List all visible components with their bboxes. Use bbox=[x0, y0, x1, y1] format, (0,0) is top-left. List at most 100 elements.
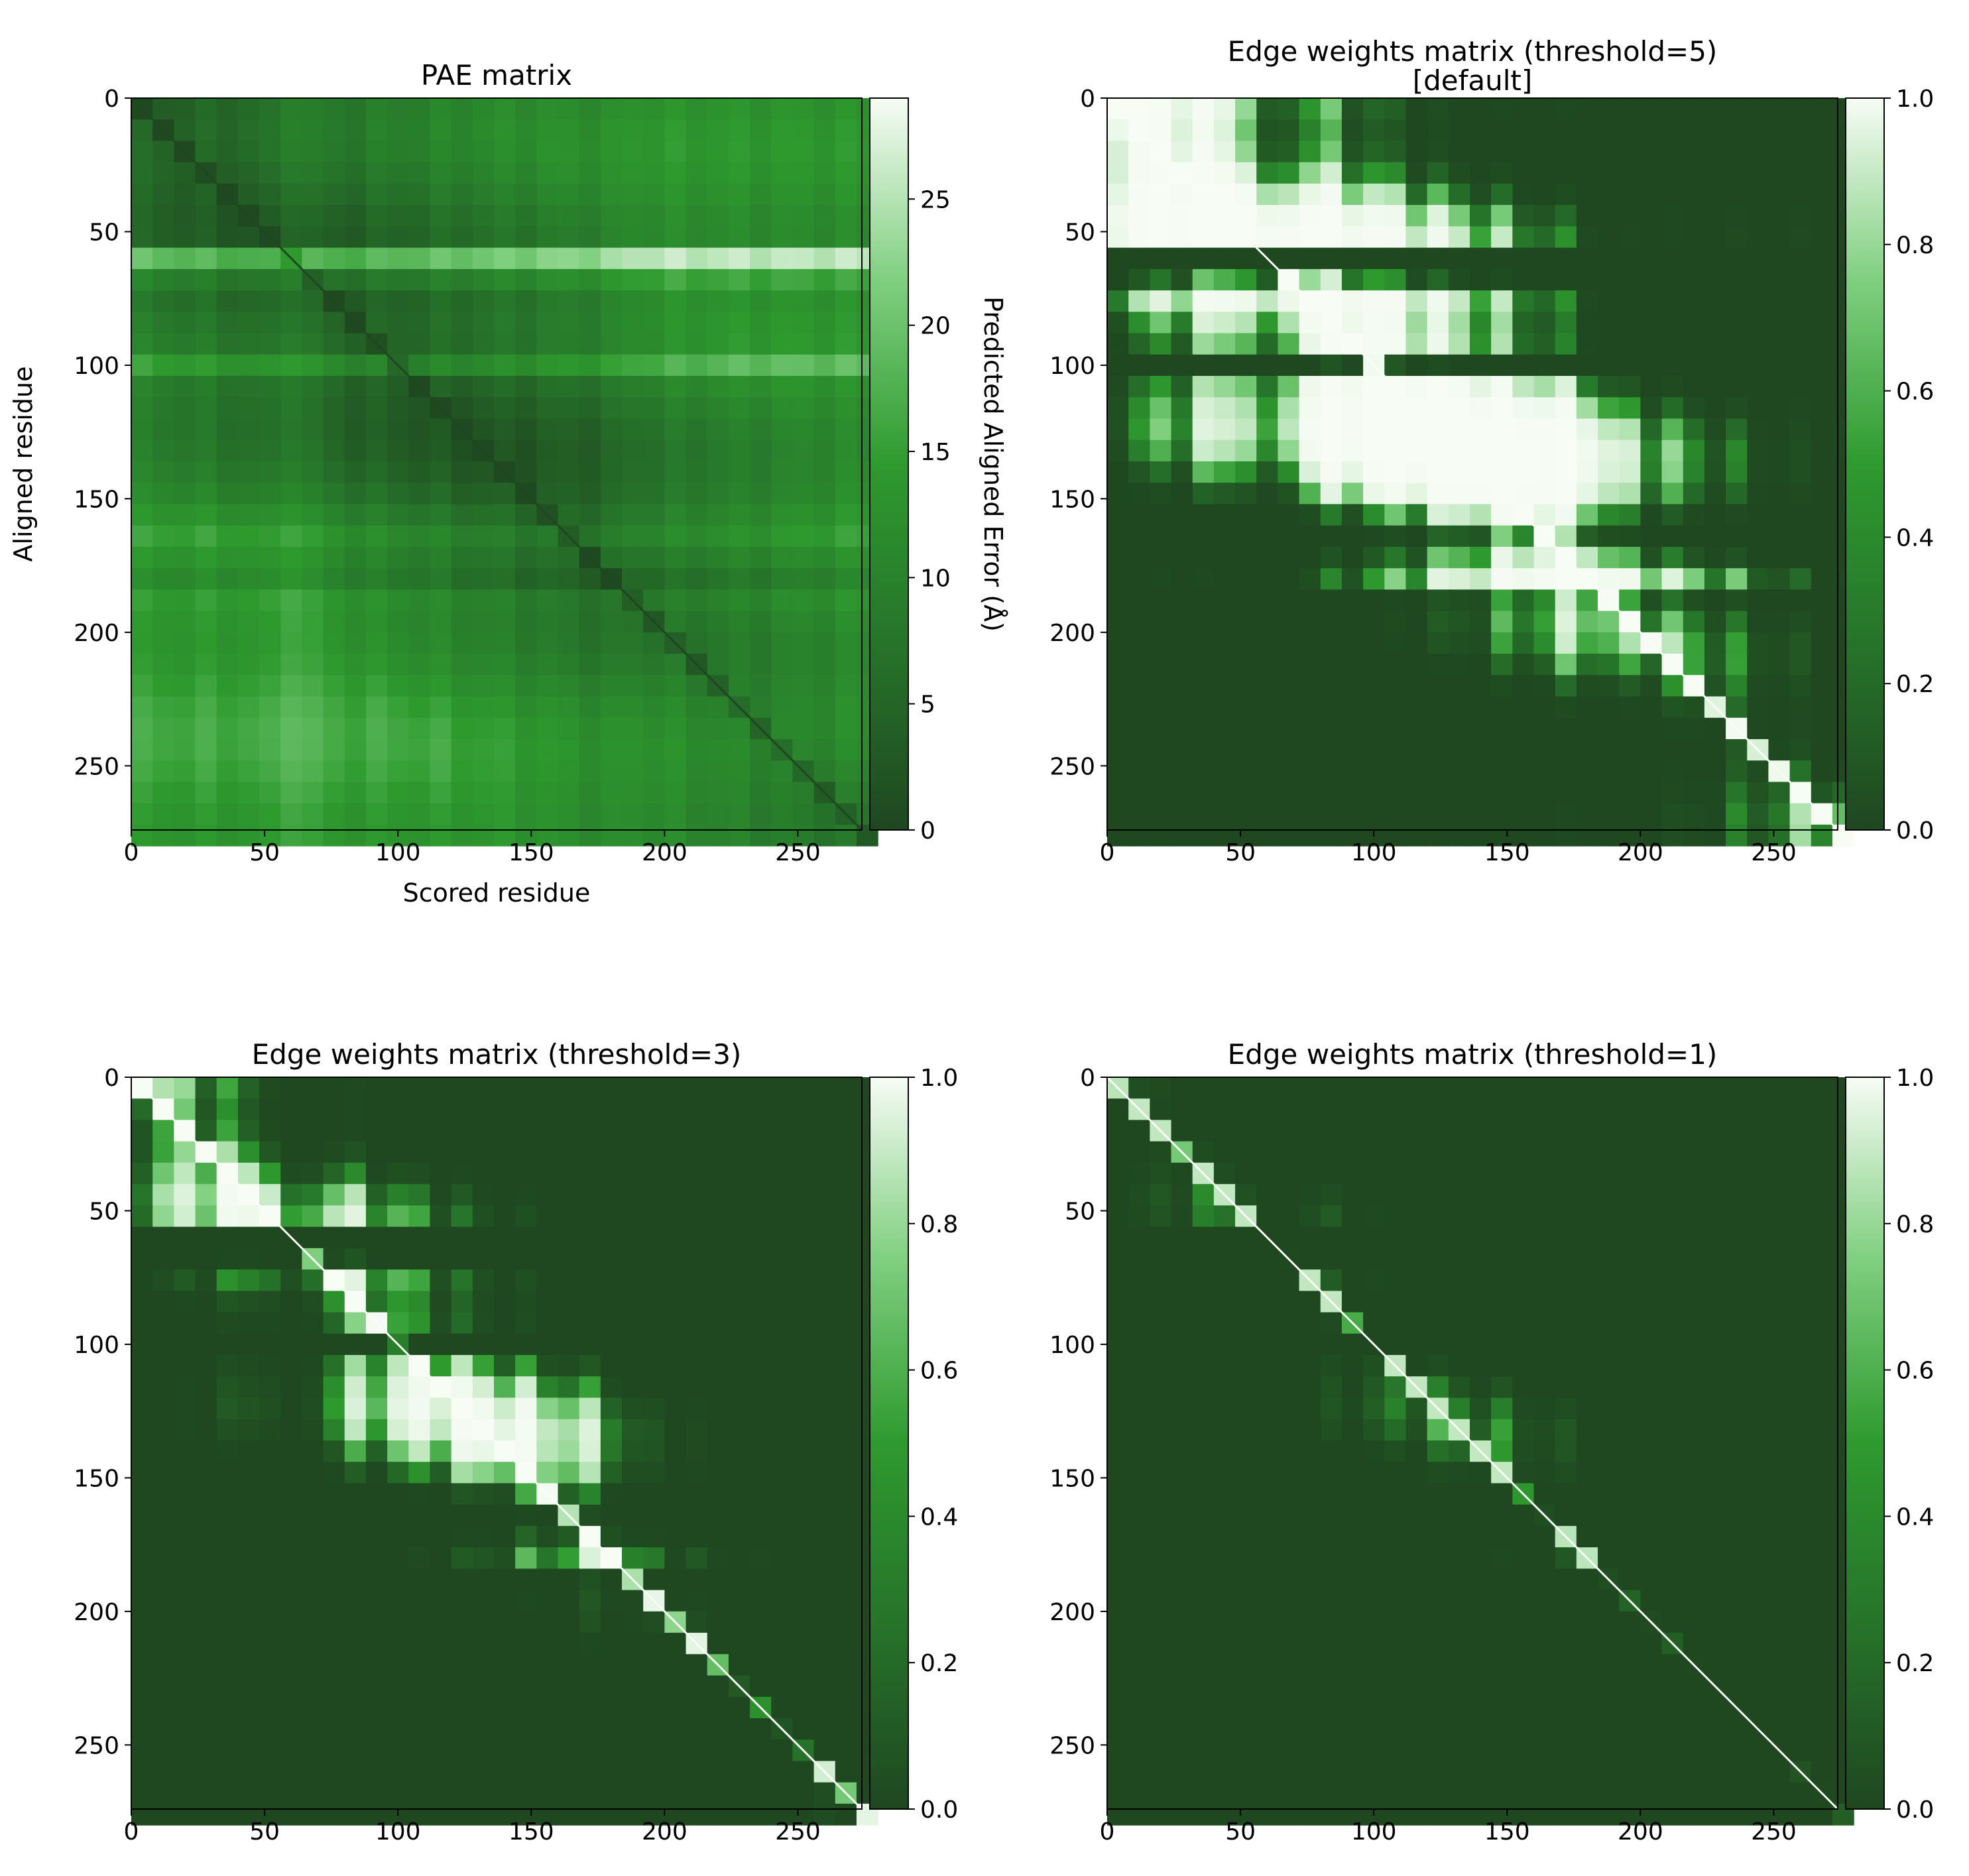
heatmap-cell bbox=[1320, 1120, 1342, 1142]
heatmap-cell bbox=[1491, 1141, 1513, 1163]
heatmap-cell bbox=[1192, 1141, 1215, 1163]
heatmap-cell bbox=[1278, 162, 1300, 184]
heatmap-cell bbox=[1128, 611, 1150, 633]
heatmap-cell bbox=[1192, 739, 1215, 761]
heatmap-cell bbox=[1320, 632, 1342, 654]
heatmap-cell bbox=[750, 1761, 772, 1783]
heatmap-cell bbox=[195, 1333, 217, 1356]
heatmap-cell bbox=[1213, 119, 1236, 142]
heatmap-cell bbox=[1768, 1120, 1791, 1142]
heatmap-cell bbox=[643, 440, 665, 462]
heatmap-cell bbox=[728, 1205, 750, 1228]
heatmap-cell bbox=[1448, 1291, 1470, 1313]
heatmap-cell bbox=[600, 589, 623, 612]
heatmap-cell bbox=[686, 205, 708, 227]
heatmap-cell bbox=[1128, 1333, 1150, 1356]
heatmap-cell bbox=[813, 1312, 836, 1334]
heatmap-cell bbox=[1171, 696, 1193, 719]
heatmap-cell bbox=[1278, 1739, 1300, 1762]
heatmap-cell bbox=[1213, 1483, 1236, 1505]
heatmap-cell bbox=[686, 1590, 708, 1612]
heatmap-cell bbox=[216, 1525, 239, 1548]
heatmap-cell bbox=[216, 1568, 239, 1591]
heatmap-cell bbox=[1235, 1633, 1257, 1655]
heatmap-cell bbox=[365, 162, 388, 184]
heatmap-cell bbox=[1619, 1184, 1641, 1206]
heatmap-cell bbox=[259, 589, 281, 612]
heatmap-cell bbox=[1256, 1739, 1279, 1762]
heatmap-cell bbox=[237, 1504, 260, 1527]
heatmap-cell bbox=[558, 290, 580, 312]
heatmap-cell bbox=[1448, 525, 1470, 548]
heatmap-cell bbox=[323, 696, 345, 719]
heatmap-cell bbox=[430, 1205, 452, 1228]
heatmap-cell bbox=[1320, 1376, 1342, 1399]
heatmap-cell bbox=[1683, 589, 1705, 612]
heatmap-cell bbox=[323, 782, 345, 804]
heatmap-cell bbox=[174, 1226, 196, 1249]
heatmap-cell bbox=[643, 98, 665, 120]
heatmap-cell bbox=[1427, 98, 1449, 120]
heatmap-cell bbox=[1704, 1782, 1726, 1804]
heatmap-cell bbox=[792, 354, 815, 377]
heatmap-cell bbox=[216, 1120, 239, 1142]
heatmap-cell bbox=[600, 654, 623, 675]
heatmap-cell bbox=[1192, 162, 1215, 184]
heatmap-cell bbox=[1213, 1355, 1236, 1377]
heatmap-cell bbox=[771, 1633, 794, 1655]
heatmap-cell bbox=[237, 1633, 260, 1655]
heatmap-cell bbox=[1235, 1226, 1257, 1249]
heatmap-cell bbox=[1256, 1611, 1279, 1633]
heatmap-cell bbox=[1789, 717, 1812, 740]
heatmap-cell bbox=[1661, 803, 1684, 825]
heatmap-cell bbox=[302, 654, 324, 675]
heatmap-cell bbox=[1384, 440, 1407, 462]
heatmap-cell bbox=[1533, 1483, 1556, 1505]
heatmap-cell bbox=[728, 1184, 750, 1206]
heatmap-cell bbox=[1427, 376, 1449, 398]
heatmap-cell bbox=[195, 739, 217, 761]
heatmap-cell bbox=[1128, 397, 1150, 420]
heatmap-cell bbox=[536, 483, 559, 505]
heatmap-cell bbox=[1213, 632, 1236, 654]
heatmap-cell bbox=[771, 226, 794, 249]
heatmap-cell bbox=[1320, 205, 1342, 227]
heatmap-cell bbox=[1640, 675, 1663, 697]
heatmap-cell bbox=[1256, 183, 1279, 205]
heatmap-cell bbox=[1704, 141, 1726, 163]
heatmap-cell bbox=[664, 546, 687, 569]
heatmap-cell bbox=[430, 205, 452, 227]
heatmap-cell bbox=[1555, 418, 1577, 441]
heatmap-cell bbox=[259, 1376, 281, 1399]
heatmap-cell bbox=[174, 1547, 196, 1569]
heatmap-cell bbox=[1405, 461, 1428, 483]
heatmap-cell bbox=[1150, 1248, 1172, 1270]
heatmap-cell bbox=[259, 376, 281, 398]
heatmap-cell bbox=[451, 760, 473, 783]
heatmap-cell bbox=[387, 1696, 409, 1719]
heatmap-cell bbox=[1278, 418, 1300, 441]
heatmap-cell bbox=[1405, 1248, 1428, 1270]
heatmap-cell bbox=[1405, 1504, 1428, 1527]
heatmap-cell bbox=[1150, 1654, 1172, 1676]
heatmap-cell bbox=[472, 696, 495, 719]
heatmap-cell bbox=[280, 1590, 303, 1612]
heatmap-cell bbox=[1341, 1205, 1364, 1228]
heatmap-cell bbox=[323, 1547, 345, 1569]
heatmap-cell bbox=[813, 312, 836, 334]
heatmap-cell bbox=[408, 290, 431, 312]
heatmap-cell bbox=[579, 1184, 601, 1206]
heatmap-cell bbox=[1299, 696, 1321, 719]
heatmap-cell bbox=[1320, 1504, 1342, 1527]
heatmap-cell bbox=[643, 1333, 665, 1356]
heatmap-cell bbox=[1576, 739, 1598, 761]
heatmap-cell bbox=[1427, 504, 1449, 526]
heatmap-cell bbox=[1512, 1397, 1535, 1420]
heatmap-cell bbox=[131, 1226, 153, 1249]
heatmap-cell bbox=[1683, 525, 1705, 548]
heatmap-cell bbox=[1726, 418, 1748, 441]
heatmap-cell bbox=[493, 226, 516, 249]
heatmap-cell bbox=[1341, 1547, 1364, 1569]
heatmap-cell bbox=[1576, 1184, 1598, 1206]
heatmap-cell bbox=[344, 525, 367, 548]
